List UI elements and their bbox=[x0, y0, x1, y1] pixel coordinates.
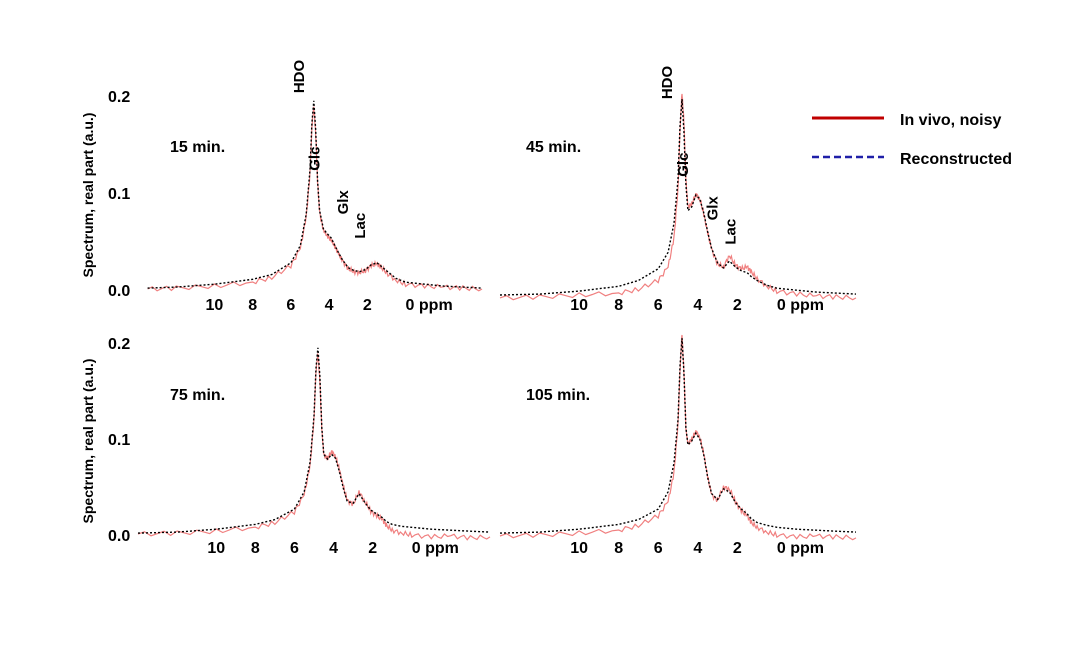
x-tick-label: 4 bbox=[693, 540, 702, 557]
peak-label-glx: Glx bbox=[704, 196, 721, 221]
x-tick-label: 0 ppm bbox=[777, 297, 824, 314]
reconstructed-line bbox=[147, 100, 483, 289]
peak-label-glc: Glc bbox=[306, 147, 323, 171]
x-tick-label: 6 bbox=[286, 297, 295, 314]
in-vivo-noisy-line bbox=[499, 93, 857, 301]
x-tick-label: 2 bbox=[733, 297, 742, 314]
x-tick-label: 0 ppm bbox=[777, 540, 824, 557]
in-vivo-noisy-line bbox=[137, 353, 491, 541]
x-tick-label: 8 bbox=[248, 297, 257, 314]
legend-recon-label: Reconstructed bbox=[900, 151, 1012, 168]
x-tick-label: 6 bbox=[290, 540, 299, 557]
x-tick-label: 2 bbox=[733, 540, 742, 557]
x-tick-label: 6 bbox=[654, 540, 663, 557]
peak-label-glc: Glc bbox=[675, 153, 692, 177]
peak-label-lac: Lac bbox=[722, 219, 739, 245]
spectrum-panel-1: Spectrum, real part (a.u.) 0.2 0.1 0.0 10 8 6 4… bbox=[80, 59, 483, 314]
time-label: 45 min. bbox=[526, 139, 581, 156]
reconstructed-line bbox=[499, 338, 857, 534]
peak-label-hdo: HDO bbox=[291, 59, 308, 93]
y-axis-label: Spectrum, real part (a.u.) bbox=[80, 359, 96, 524]
in-vivo-noisy-line bbox=[499, 334, 857, 541]
y-tick-label: 0.0 bbox=[108, 528, 130, 545]
x-tick-label: 2 bbox=[368, 540, 377, 557]
spectrum-panel-3: Spectrum, real part (a.u.) 0.2 0.1 0.0 10 8 6 4… bbox=[80, 336, 491, 557]
x-tick-label: 10 bbox=[570, 297, 588, 314]
spectrum-panel-4: 10 8 6 4 2 0 ppm 105 min. bbox=[499, 334, 857, 557]
time-label: 105 min. bbox=[526, 387, 590, 404]
x-tick-label: 8 bbox=[251, 540, 260, 557]
in-vivo-noisy-line bbox=[147, 106, 483, 292]
x-tick-label: 2 bbox=[363, 297, 372, 314]
y-tick-label: 0.1 bbox=[108, 186, 130, 203]
x-tick-label: 8 bbox=[614, 540, 623, 557]
x-tick-label: 6 bbox=[654, 297, 663, 314]
time-label: 75 min. bbox=[170, 387, 225, 404]
y-tick-label: 0.0 bbox=[108, 283, 130, 300]
x-tick-label: 0 ppm bbox=[406, 297, 453, 314]
peak-label-lac: Lac bbox=[352, 213, 369, 239]
x-tick-label: 10 bbox=[206, 297, 224, 314]
x-tick-label: 10 bbox=[207, 540, 225, 557]
peak-label-glx: Glx bbox=[335, 190, 352, 215]
legend-noisy-label: In vivo, noisy bbox=[900, 112, 1001, 129]
reconstructed-line bbox=[499, 99, 857, 296]
legend: In vivo, noisy Reconstructed bbox=[812, 112, 1012, 168]
y-axis-label: Spectrum, real part (a.u.) bbox=[80, 113, 96, 278]
x-tick-label: 10 bbox=[570, 540, 588, 557]
y-tick-label: 0.1 bbox=[108, 432, 130, 449]
x-tick-label: 4 bbox=[693, 297, 702, 314]
reconstructed-line bbox=[137, 347, 491, 534]
x-tick-label: 4 bbox=[325, 297, 334, 314]
x-tick-label: 0 ppm bbox=[412, 540, 459, 557]
y-tick-label: 0.2 bbox=[108, 336, 130, 353]
x-tick-label: 4 bbox=[329, 540, 338, 557]
time-label: 15 min. bbox=[170, 139, 225, 156]
x-tick-label: 8 bbox=[614, 297, 623, 314]
y-tick-label: 0.2 bbox=[108, 89, 130, 106]
peak-label-hdo: HDO bbox=[659, 65, 676, 99]
